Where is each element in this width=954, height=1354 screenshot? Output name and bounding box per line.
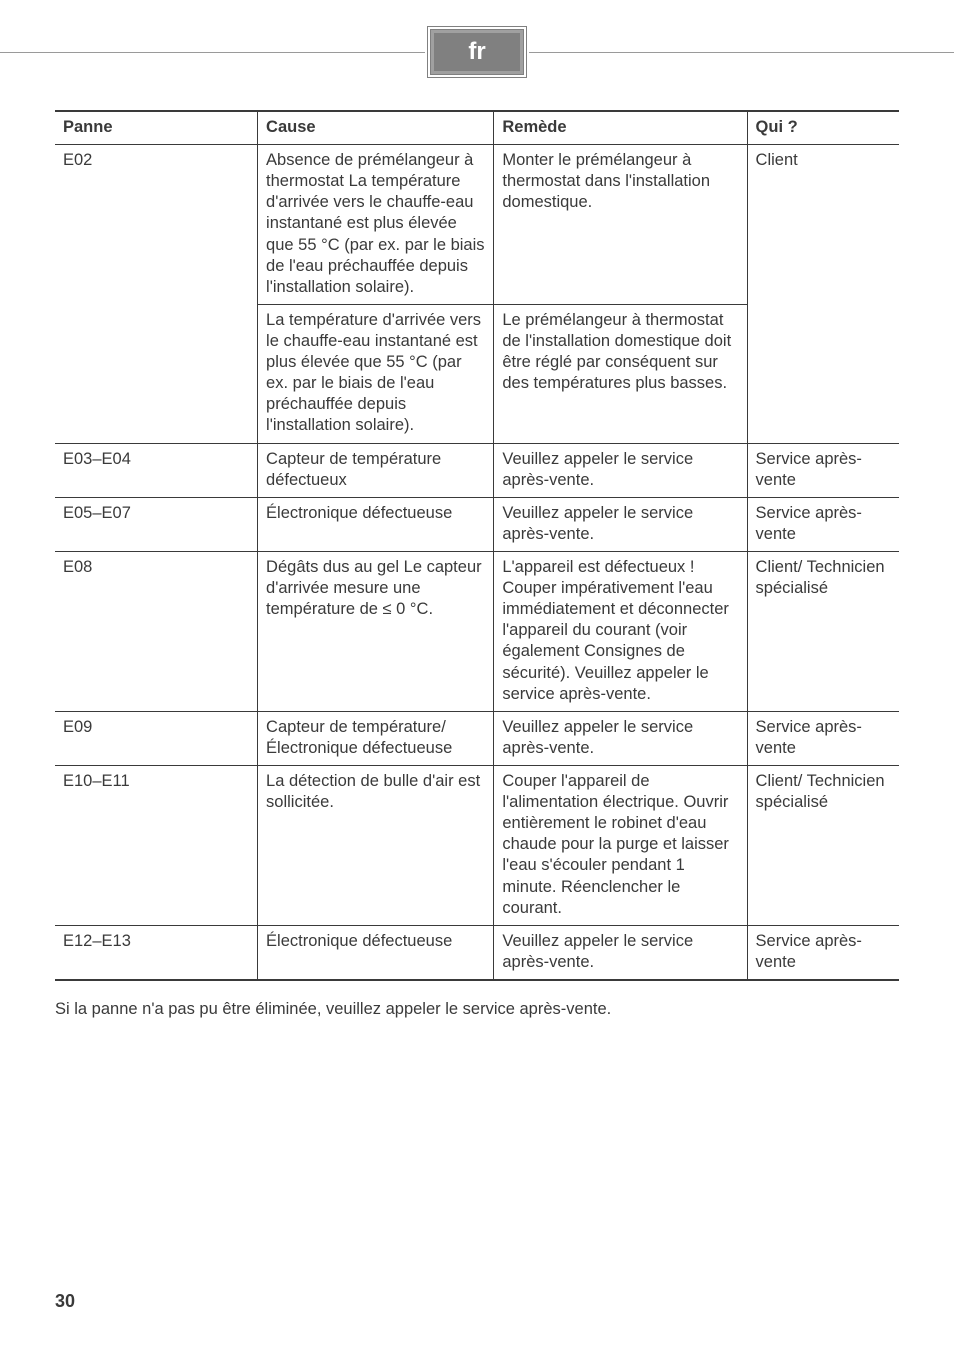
cell-panne: E05–E07 <box>55 497 258 551</box>
cell-cause: Capteur de température défectueux <box>258 443 494 497</box>
rule-left <box>0 52 425 53</box>
table-row: E10–E11 La détection de bulle d'air est … <box>55 765 899 925</box>
cell-qui: Service après-vente <box>747 925 899 980</box>
footer-note: Si la panne n'a pas pu être éliminée, ve… <box>55 999 899 1020</box>
cell-cause: Capteur de température/ Électronique déf… <box>258 711 494 765</box>
cell-qui: Service après-vente <box>747 497 899 551</box>
cell-remede: Veuillez appeler le service après-vente. <box>494 925 747 980</box>
cell-panne: E02 <box>55 145 258 443</box>
content-area: Panne Cause Remède Qui ? E02 Absence de … <box>55 0 899 1020</box>
col-qui: Qui ? <box>747 111 899 145</box>
col-remede: Remède <box>494 111 747 145</box>
header-bar: fr <box>0 30 954 74</box>
page-number: 30 <box>55 1291 75 1312</box>
cell-remede: Couper l'appareil de l'alimentation élec… <box>494 765 747 925</box>
table-row: E02 Absence de prémélangeur à thermostat… <box>55 145 899 305</box>
cell-qui: Service après-vente <box>747 711 899 765</box>
cell-remede: Veuillez appeler le service après-vente. <box>494 497 747 551</box>
col-cause: Cause <box>258 111 494 145</box>
cell-cause: La température d'arrivée vers le chauffe… <box>258 304 494 443</box>
cell-cause: Électronique défectueuse <box>258 925 494 980</box>
cell-panne: E10–E11 <box>55 765 258 925</box>
cell-panne: E03–E04 <box>55 443 258 497</box>
troubleshooting-table: Panne Cause Remède Qui ? E02 Absence de … <box>55 110 899 981</box>
cell-remede: Le prémélangeur à thermostat de l'instal… <box>494 304 747 443</box>
cell-panne: E08 <box>55 551 258 711</box>
cell-qui: Client/ Technicien spécialisé <box>747 765 899 925</box>
rule-right <box>529 52 954 53</box>
cell-qui: Service après-vente <box>747 443 899 497</box>
cell-remede: Monter le prémélangeur à thermostat dans… <box>494 145 747 305</box>
cell-qui: Client <box>747 145 899 305</box>
cell-cause: Absence de prémélangeur à thermostat La … <box>258 145 494 305</box>
cell-remede: Veuillez appeler le service après-vente. <box>494 711 747 765</box>
cell-qui <box>747 304 899 443</box>
cell-remede: L'appareil est défectueux ! Couper impér… <box>494 551 747 711</box>
cell-panne: E12–E13 <box>55 925 258 980</box>
table-row: E09 Capteur de température/ Électronique… <box>55 711 899 765</box>
table-header-row: Panne Cause Remède Qui ? <box>55 111 899 145</box>
cell-cause: La détection de bulle d'air est sollicit… <box>258 765 494 925</box>
cell-cause: Dégâts dus au gel Le capteur d'arrivée m… <box>258 551 494 711</box>
cell-cause: Électronique défectueuse <box>258 497 494 551</box>
cell-panne: E09 <box>55 711 258 765</box>
table-row: E03–E04 Capteur de température défectueu… <box>55 443 899 497</box>
col-panne: Panne <box>55 111 258 145</box>
table-row: E05–E07 Électronique défectueuse Veuille… <box>55 497 899 551</box>
table-row: E12–E13 Électronique défectueuse Veuille… <box>55 925 899 980</box>
table-row: E08 Dégâts dus au gel Le capteur d'arriv… <box>55 551 899 711</box>
cell-remede: Veuillez appeler le service après-vente. <box>494 443 747 497</box>
cell-qui: Client/ Technicien spécialisé <box>747 551 899 711</box>
language-badge: fr <box>431 30 523 74</box>
